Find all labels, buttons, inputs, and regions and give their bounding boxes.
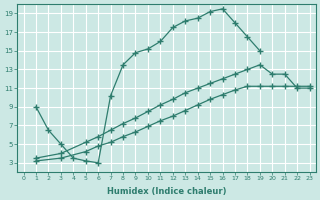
X-axis label: Humidex (Indice chaleur): Humidex (Indice chaleur) xyxy=(107,187,226,196)
